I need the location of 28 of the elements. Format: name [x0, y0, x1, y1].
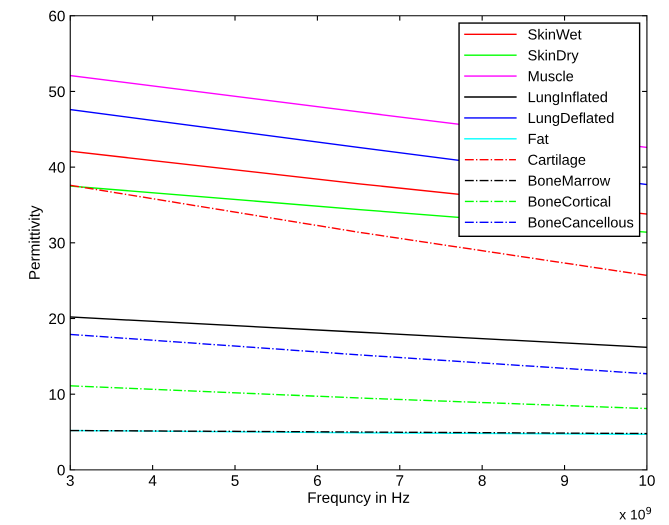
y-tick-label: 60 [49, 10, 65, 22]
legend-label: Fat [528, 134, 549, 144]
text: x 10$^{9}$ [619, 506, 652, 520]
legend-label: LungDeflated [528, 112, 614, 126]
x-tick-label: 7 [396, 475, 404, 486]
x-tick-label: 6 [314, 475, 321, 486]
legend-label: BoneCancellous [528, 216, 634, 228]
legend-label: SkinWet [528, 28, 582, 40]
x-tick-label: 8 [478, 475, 486, 486]
y-tick-label: 20 [49, 313, 65, 324]
x-axis-title: Frequncy in Hz [308, 492, 410, 506]
legend-label: LungInflated [528, 92, 607, 106]
y-tick-label: 40 [48, 162, 65, 173]
x-tick-label: 5 [231, 475, 239, 486]
y-tick-label: 0 [57, 464, 65, 476]
legend-label: BoneMarrow [528, 176, 610, 186]
x-tick-label: 3 [66, 475, 74, 486]
legend-label: Muscle [528, 70, 574, 82]
y-tick-label: 10 [50, 389, 65, 400]
x-tick-label: 9 [561, 475, 568, 486]
legend-label: SkinDry [528, 50, 579, 64]
legend-label: BoneCortical [528, 196, 610, 207]
y-tick-label: 50 [49, 86, 65, 98]
legend-label: Cartilage [528, 154, 586, 168]
y-axis-title: Permittivity [28, 205, 43, 279]
x-tick-label: 4 [148, 475, 156, 486]
y-tick-label: 30 [48, 238, 65, 248]
x-tick-label: 10 [640, 475, 655, 486]
